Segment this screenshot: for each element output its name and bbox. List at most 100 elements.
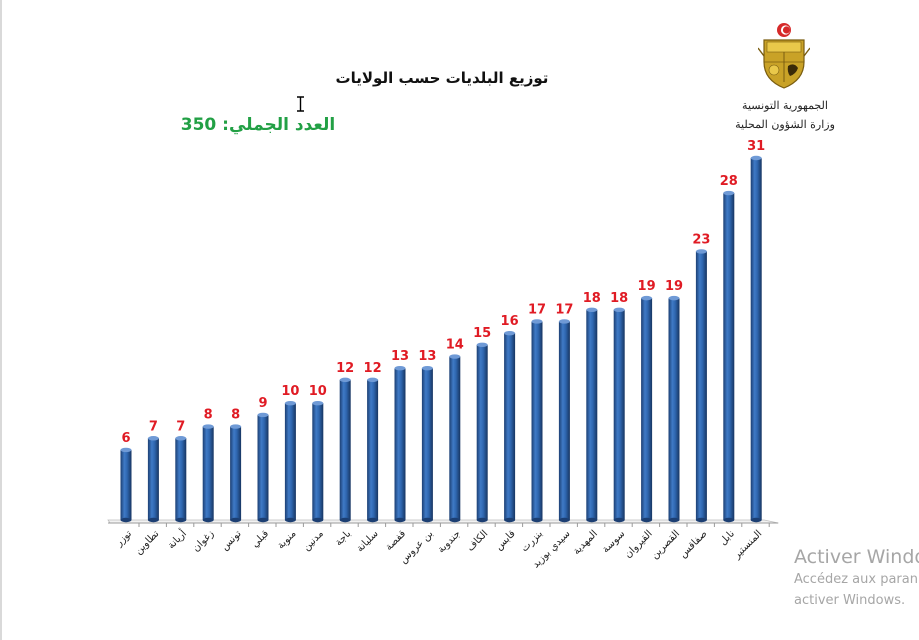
bar-base bbox=[476, 517, 488, 523]
value-label: 18 bbox=[610, 291, 628, 306]
bar bbox=[504, 330, 516, 523]
left-border bbox=[0, 0, 2, 640]
bar bbox=[723, 190, 735, 523]
bar-cap bbox=[202, 424, 214, 429]
bar-base bbox=[586, 517, 598, 523]
bar-base bbox=[531, 517, 543, 523]
category-label: توزر bbox=[113, 528, 134, 549]
bar-body bbox=[641, 298, 653, 520]
bar bbox=[202, 424, 214, 523]
bar-cap bbox=[394, 365, 406, 371]
bar-cap bbox=[613, 307, 625, 313]
value-label: 7 bbox=[149, 419, 158, 434]
bar bbox=[613, 307, 625, 523]
bar-body bbox=[284, 403, 296, 520]
value-label: 13 bbox=[418, 349, 436, 364]
category-label: قبلي bbox=[250, 528, 272, 550]
bar-base bbox=[147, 517, 159, 523]
bar bbox=[668, 295, 680, 523]
bar-body bbox=[421, 368, 433, 520]
bar-body bbox=[476, 344, 488, 520]
bar bbox=[421, 365, 433, 523]
bar-cap bbox=[339, 377, 351, 383]
value-label: 17 bbox=[528, 302, 546, 317]
bar-body bbox=[723, 193, 735, 520]
activation-watermark-line3: activer Windows. bbox=[794, 593, 906, 608]
bar-body bbox=[394, 368, 406, 520]
bar bbox=[312, 401, 324, 523]
chart-floor bbox=[107, 519, 779, 527]
activation-watermark-title: Activer Windo bbox=[794, 546, 919, 568]
value-label: 8 bbox=[204, 408, 213, 423]
bar-base bbox=[257, 517, 269, 523]
bar-body bbox=[668, 298, 680, 520]
value-label: 17 bbox=[555, 302, 573, 317]
bar bbox=[394, 365, 406, 523]
bar-base bbox=[421, 517, 433, 523]
bar bbox=[750, 155, 762, 523]
category-label: باجة bbox=[333, 528, 353, 548]
bar bbox=[695, 249, 707, 523]
bar-body bbox=[449, 356, 461, 520]
bar-cap bbox=[750, 155, 762, 161]
value-label: 10 bbox=[309, 384, 327, 399]
bar bbox=[339, 377, 351, 523]
bar-cap bbox=[531, 319, 543, 324]
bar bbox=[147, 436, 159, 523]
bar-base bbox=[284, 517, 296, 523]
value-label: 15 bbox=[473, 326, 491, 341]
bar-body bbox=[175, 438, 187, 520]
bar-base bbox=[641, 517, 653, 523]
category-label: قابس bbox=[493, 528, 517, 552]
category-label: نابل bbox=[718, 528, 737, 547]
bar-body bbox=[750, 158, 762, 520]
bar-base bbox=[339, 517, 351, 523]
bar-base bbox=[613, 517, 625, 523]
bar-cap bbox=[312, 401, 324, 406]
bar bbox=[175, 436, 187, 523]
bar-cap bbox=[668, 295, 680, 301]
category-label: قفصة bbox=[383, 528, 408, 553]
value-label: 8 bbox=[231, 408, 240, 423]
bar-base bbox=[367, 517, 379, 523]
value-label: 31 bbox=[747, 139, 765, 154]
bar bbox=[449, 354, 461, 523]
value-label: 14 bbox=[446, 338, 464, 353]
bar-body bbox=[531, 321, 543, 520]
category-label: الكاف bbox=[465, 528, 490, 553]
bar bbox=[367, 377, 379, 523]
category-label: تطاوين bbox=[133, 528, 162, 557]
value-label: 13 bbox=[391, 349, 409, 364]
bar-cap bbox=[421, 365, 433, 371]
category-label: صفاقس bbox=[678, 528, 710, 560]
bar-base bbox=[695, 517, 707, 523]
bar-base bbox=[750, 517, 762, 523]
bar-cap bbox=[147, 436, 159, 441]
category-label: منوبة bbox=[275, 528, 298, 551]
value-label: 18 bbox=[583, 291, 601, 306]
bar-base bbox=[175, 517, 187, 523]
category-label: زغوان bbox=[191, 528, 217, 554]
tunisia-coat-of-arms-icon bbox=[758, 23, 810, 89]
bar-cap bbox=[367, 377, 379, 383]
value-label: 12 bbox=[364, 361, 382, 376]
category-label: بنزرت bbox=[519, 528, 545, 554]
value-labels-group: 6 7 7 8 8 9 10 10 12 12 13 13 14 15 16 17 17 18 18 19 19 23 28… bbox=[121, 139, 765, 446]
bar-cap bbox=[641, 295, 653, 301]
bar-body bbox=[586, 309, 598, 520]
bar-cap bbox=[230, 424, 242, 429]
bar bbox=[531, 319, 543, 523]
bar-base bbox=[312, 517, 324, 523]
category-label: المنستير bbox=[731, 528, 764, 561]
bar bbox=[257, 412, 269, 523]
bar-body bbox=[339, 379, 351, 520]
category-label: القيروان bbox=[623, 528, 655, 560]
value-label: 6 bbox=[121, 431, 130, 446]
value-label: 12 bbox=[336, 361, 354, 376]
value-label: 19 bbox=[638, 279, 656, 294]
bar-cap bbox=[558, 319, 570, 324]
bar bbox=[641, 295, 653, 523]
value-label: 28 bbox=[720, 174, 738, 189]
